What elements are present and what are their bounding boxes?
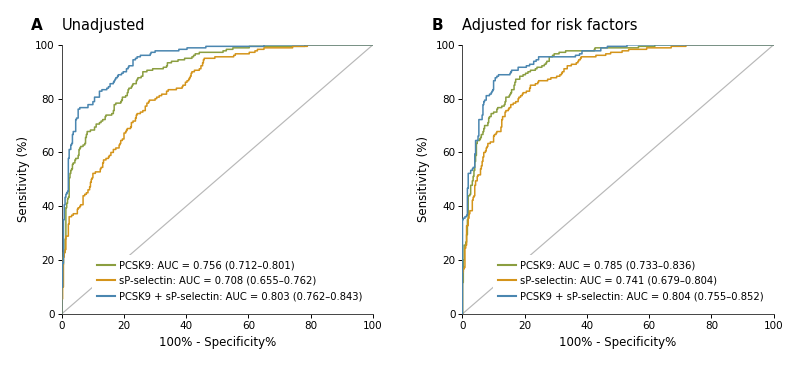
Legend: PCSK9: AUC = 0.756 (0.712–0.801), sP-selectin: AUC = 0.708 (0.655–0.762), PCSK9 : PCSK9: AUC = 0.756 (0.712–0.801), sP-sel… xyxy=(93,255,368,306)
Legend: PCSK9: AUC = 0.785 (0.733–0.836), sP-selectin: AUC = 0.741 (0.679–0.804), PCSK9 : PCSK9: AUC = 0.785 (0.733–0.836), sP-sel… xyxy=(493,255,769,306)
Y-axis label: Sensitivity (%): Sensitivity (%) xyxy=(17,137,30,222)
Text: A: A xyxy=(30,18,42,33)
Text: Adjusted for risk factors: Adjusted for risk factors xyxy=(462,18,638,33)
Text: B: B xyxy=(431,18,443,33)
Text: Unadjusted: Unadjusted xyxy=(62,18,146,33)
Y-axis label: Sensitivity (%): Sensitivity (%) xyxy=(418,137,430,222)
X-axis label: 100% - Specificity%: 100% - Specificity% xyxy=(158,336,276,349)
X-axis label: 100% - Specificity%: 100% - Specificity% xyxy=(559,336,677,349)
